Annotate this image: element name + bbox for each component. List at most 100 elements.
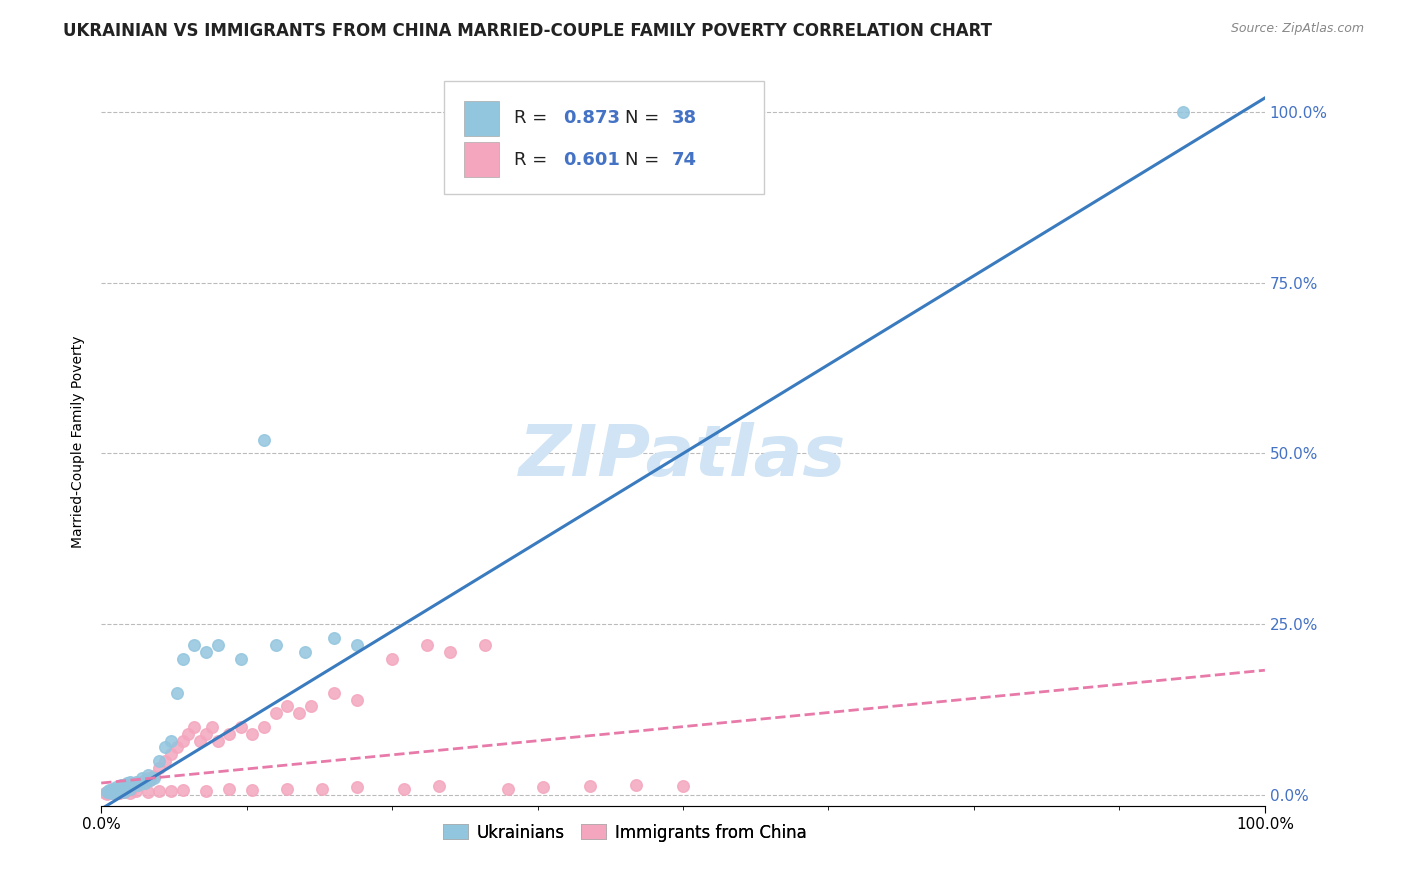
Point: [101, 786, 124, 800]
Point: [139, 773, 162, 788]
Point: [427, 780, 450, 794]
Point: [101, 781, 124, 796]
Point: [474, 638, 496, 652]
Point: [194, 727, 217, 741]
Point: [276, 699, 298, 714]
Text: 38: 38: [672, 109, 696, 128]
Point: [160, 784, 183, 798]
Text: 0.873: 0.873: [564, 109, 620, 128]
Point: [101, 785, 124, 799]
Y-axis label: Married-Couple Family Poverty: Married-Couple Family Poverty: [72, 335, 86, 548]
Point: [381, 651, 404, 665]
Point: [107, 786, 129, 800]
Text: N =: N =: [624, 109, 665, 128]
Point: [131, 774, 153, 789]
Point: [288, 706, 311, 721]
Point: [207, 638, 229, 652]
FancyBboxPatch shape: [444, 81, 765, 194]
Point: [93, 786, 115, 800]
Point: [1173, 104, 1195, 119]
Point: [229, 720, 252, 734]
Text: Source: ZipAtlas.com: Source: ZipAtlas.com: [1230, 22, 1364, 36]
Point: [148, 754, 170, 768]
Point: [104, 784, 127, 798]
Point: [104, 783, 127, 797]
Point: [172, 651, 194, 665]
Point: [148, 783, 170, 797]
Point: [498, 781, 520, 796]
Point: [346, 780, 368, 794]
Point: [111, 783, 134, 797]
Point: [323, 686, 346, 700]
Point: [346, 692, 368, 706]
Point: [98, 786, 121, 800]
Point: [120, 774, 142, 789]
Point: [101, 783, 124, 797]
Point: [276, 781, 298, 796]
Point: [148, 761, 170, 775]
Text: R =: R =: [515, 151, 554, 169]
Point: [299, 699, 322, 714]
Point: [531, 780, 554, 794]
Point: [111, 783, 134, 797]
Point: [125, 774, 148, 789]
Text: UKRAINIAN VS IMMIGRANTS FROM CHINA MARRIED-COUPLE FAMILY POVERTY CORRELATION CHA: UKRAINIAN VS IMMIGRANTS FROM CHINA MARRI…: [63, 22, 993, 40]
Point: [114, 785, 136, 799]
Point: [100, 786, 122, 800]
Point: [125, 778, 148, 792]
Point: [253, 433, 276, 447]
Point: [155, 754, 177, 768]
Point: [579, 780, 602, 794]
Point: [96, 785, 118, 799]
Point: [110, 783, 132, 797]
Point: [672, 779, 695, 793]
Point: [110, 778, 132, 792]
Point: [105, 780, 128, 794]
Point: [120, 781, 142, 796]
Point: [115, 780, 138, 794]
Point: [107, 784, 129, 798]
Point: [172, 733, 194, 747]
Point: [166, 686, 188, 700]
FancyBboxPatch shape: [464, 101, 499, 136]
Point: [96, 785, 118, 799]
Point: [201, 720, 224, 734]
Point: [136, 785, 159, 799]
Point: [264, 638, 287, 652]
Point: [177, 727, 200, 741]
Point: [160, 747, 183, 762]
Point: [122, 780, 145, 794]
Point: [114, 785, 136, 799]
Point: [120, 786, 142, 800]
Point: [416, 638, 439, 652]
Point: [194, 645, 217, 659]
Point: [100, 783, 122, 797]
Point: [207, 733, 229, 747]
Point: [107, 781, 129, 796]
Point: [392, 781, 415, 796]
Point: [134, 776, 156, 790]
Point: [218, 727, 240, 741]
Point: [439, 645, 461, 659]
Point: [114, 785, 136, 799]
Point: [183, 720, 205, 734]
Point: [264, 706, 287, 721]
Point: [120, 783, 142, 797]
Point: [127, 776, 149, 790]
Point: [253, 720, 276, 734]
Point: [311, 782, 333, 797]
Point: [100, 786, 122, 800]
Point: [323, 631, 346, 645]
Point: [218, 782, 240, 797]
Point: [107, 786, 129, 800]
Point: [626, 778, 648, 792]
Point: [120, 778, 142, 792]
Point: [96, 787, 118, 801]
Point: [172, 783, 194, 797]
Point: [166, 740, 188, 755]
Point: [194, 783, 217, 797]
Text: 0.601: 0.601: [564, 151, 620, 169]
Point: [183, 638, 205, 652]
Point: [294, 645, 316, 659]
Point: [242, 783, 264, 797]
